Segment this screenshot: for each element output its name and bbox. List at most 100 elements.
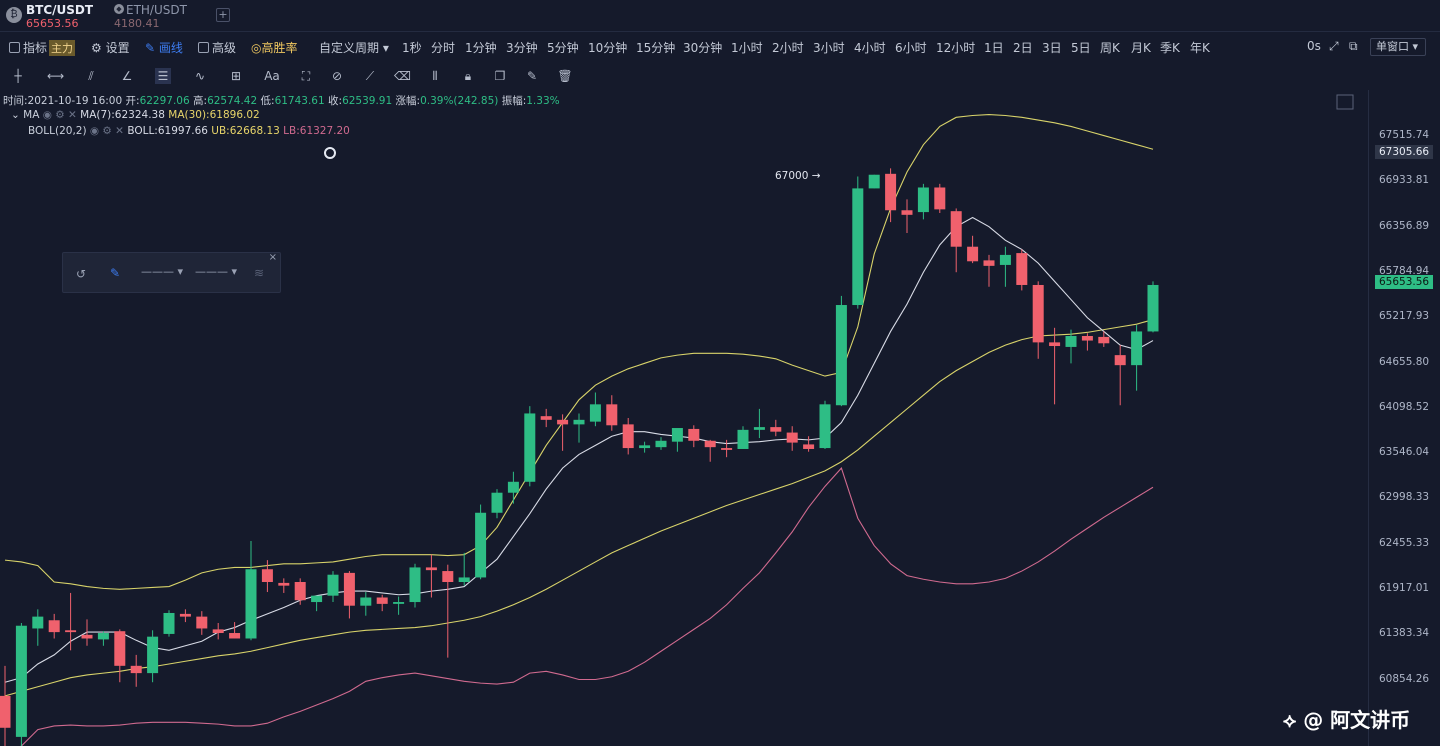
- period-8[interactable]: 1小时: [731, 41, 763, 55]
- collapse-icon[interactable]: ⌄: [11, 109, 24, 121]
- layers-icon[interactable]: ≋: [254, 266, 265, 280]
- indicator-button[interactable]: 指标 主力: [9, 39, 76, 56]
- eye-icon[interactable]: ◉: [89, 125, 100, 137]
- boll-upper-band: [4, 114, 1154, 590]
- advanced-label: 高级: [212, 41, 237, 55]
- period-11[interactable]: 4小时: [854, 41, 886, 55]
- crosshair-icon[interactable]: ┼: [14, 69, 22, 83]
- period-9[interactable]: 2小时: [772, 41, 804, 55]
- line-style-dropdown[interactable]: ——— ▾: [195, 265, 238, 278]
- eye-icon[interactable]: ◉: [42, 109, 52, 121]
- gear-icon[interactable]: ⚙: [99, 125, 112, 137]
- last-price-tag: 65653.56: [1375, 275, 1434, 289]
- period-13[interactable]: 12小时: [936, 41, 976, 55]
- period-16[interactable]: 3日: [1042, 41, 1062, 55]
- channel-tool-icon[interactable]: ☰: [155, 68, 171, 84]
- price-tick: 64655.80: [1379, 355, 1430, 368]
- ma-indicator-row: ⌄ MA ◉ ⚙ ✕ MA(7):62324.38 MA(30):61896.0…: [11, 109, 260, 121]
- price-tick: 61383.34: [1379, 627, 1430, 640]
- candle-body: [622, 424, 634, 449]
- price-tick: 67515.74: [1379, 129, 1430, 141]
- period-12[interactable]: 6小时: [895, 41, 927, 55]
- candle-body: [934, 187, 946, 210]
- period-6[interactable]: 15分钟: [636, 41, 676, 55]
- tab-eth-usdt[interactable]: ◆ ETH/USDT 4180.41: [108, 2, 208, 30]
- expand-chart-icon[interactable]: [1336, 94, 1354, 110]
- parallel-lines-icon[interactable]: ⫽: [88, 69, 94, 83]
- candle-body: [999, 254, 1011, 265]
- advanced-button[interactable]: 高级: [198, 39, 236, 56]
- period-14[interactable]: 1日: [984, 41, 1004, 55]
- price-tick: 62998.33: [1379, 491, 1430, 504]
- trash-icon[interactable]: 🗑︎: [557, 69, 573, 83]
- period-10[interactable]: 3小时: [813, 41, 845, 55]
- winrate-label: 高胜率: [261, 41, 298, 55]
- candlestick-chart[interactable]: 67000 →: [0, 90, 1368, 746]
- high-value: 62574.42: [207, 95, 258, 107]
- period-17[interactable]: 5日: [1071, 41, 1091, 55]
- period-19[interactable]: 月K: [1131, 41, 1151, 55]
- period-21[interactable]: 年K: [1190, 41, 1210, 55]
- candle-body: [376, 597, 388, 604]
- window-mode-dropdown[interactable]: 单窗口 ▾: [1370, 38, 1426, 56]
- period-20[interactable]: 季K: [1160, 41, 1180, 55]
- custom-period-dropdown[interactable]: 自定义周期 ▾: [319, 39, 389, 56]
- boll-indicator-row: BOLL(20,2) ◉ ⚙ ✕ BOLL:61997.66 UB:62668.…: [28, 125, 350, 137]
- line-width-dropdown[interactable]: ——— ▾: [141, 265, 184, 278]
- change-value: 0.39%(242.85): [420, 95, 499, 107]
- price-tick: 63546.04: [1379, 446, 1430, 459]
- indicator-icon: [9, 42, 20, 53]
- gear-icon[interactable]: ⚙: [51, 109, 65, 121]
- candle-body: [835, 305, 847, 406]
- candle-body: [1114, 355, 1126, 366]
- price-axis[interactable]: 67515.74 66933.81 66356.89 65784.94 65217.93…: [1368, 90, 1440, 746]
- price-tick: 61917.01: [1379, 582, 1430, 594]
- candle-body: [901, 210, 913, 215]
- add-tab-button[interactable]: +: [216, 8, 230, 22]
- period-1[interactable]: 分时: [431, 41, 456, 55]
- angle-tool-icon[interactable]: ∠: [121, 69, 133, 83]
- fullscreen-icon[interactable]: ⤢: [1329, 39, 1339, 53]
- candle-body: [917, 187, 929, 213]
- ruler-icon[interactable]: ⟋: [365, 69, 375, 83]
- ub-value: UB:62668.13: [211, 125, 280, 137]
- pen-color-icon[interactable]: ✎: [110, 266, 121, 280]
- magnet-icon[interactable]: ⛶: [301, 69, 311, 83]
- period-2[interactable]: 1分钟: [465, 41, 497, 55]
- screenshot-icon[interactable]: ⧉: [1349, 39, 1358, 53]
- eraser-icon[interactable]: ⌫: [394, 69, 411, 83]
- copy-icon[interactable]: ❐: [494, 69, 506, 83]
- period-7[interactable]: 30分钟: [683, 41, 723, 55]
- box-tool-icon[interactable]: ⊞: [230, 69, 242, 83]
- draw-button[interactable]: ✎ 画线: [145, 39, 183, 56]
- text-tool-icon[interactable]: Aa: [264, 69, 280, 83]
- boll-name: BOLL(20,2): [28, 125, 87, 137]
- bars-icon[interactable]: ⫴: [432, 69, 438, 83]
- settings-button[interactable]: ⚙ 设置: [91, 39, 130, 56]
- close-icon[interactable]: ✕: [111, 125, 128, 137]
- close-icon[interactable]: ✕: [64, 109, 81, 121]
- tab-symbol: ETH/USDT: [126, 3, 187, 17]
- period-4[interactable]: 5分钟: [547, 41, 579, 55]
- refresh-seconds[interactable]: 0s: [1307, 39, 1321, 53]
- period-18[interactable]: 周K: [1100, 41, 1120, 55]
- candle-body: [229, 633, 241, 639]
- horizontal-line-icon[interactable]: ⟷: [47, 69, 65, 83]
- period-3[interactable]: 3分钟: [506, 41, 538, 55]
- reset-icon[interactable]: ↺: [76, 267, 87, 281]
- tab-btc-usdt[interactable]: ₿ BTC/USDT 65653.56: [0, 2, 104, 30]
- candle-body: [639, 445, 651, 449]
- lock-icon[interactable]: 🔒︎: [464, 69, 472, 83]
- price-tick: 65217.93: [1379, 310, 1430, 323]
- hide-drawings-icon[interactable]: ⊘: [331, 69, 343, 83]
- period-5[interactable]: 10分钟: [588, 41, 628, 55]
- candle-body: [1065, 336, 1077, 347]
- winrate-button[interactable]: ◎高胜率: [251, 39, 298, 56]
- wave-tool-icon[interactable]: ∿: [194, 69, 206, 83]
- edit-icon[interactable]: ✎: [526, 69, 538, 83]
- candle-body: [868, 174, 880, 189]
- tab-price: 4180.41: [114, 17, 160, 30]
- close-icon[interactable]: ×: [268, 252, 277, 263]
- period-0[interactable]: 1秒: [402, 41, 422, 55]
- period-15[interactable]: 2日: [1013, 41, 1033, 55]
